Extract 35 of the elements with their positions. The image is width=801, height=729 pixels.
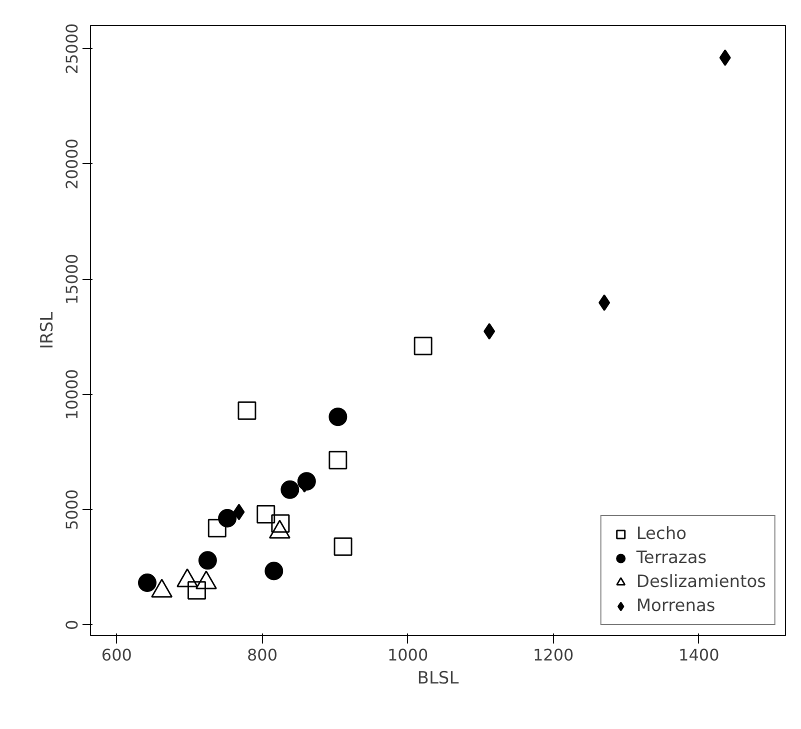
point — [233, 504, 245, 520]
point — [218, 508, 237, 528]
x-tick-label: 1200 — [532, 646, 574, 664]
x-tick-label: 600 — [101, 646, 132, 664]
legend-label: Terrazas — [636, 548, 707, 568]
x-tick-label: 800 — [246, 646, 278, 664]
point — [256, 505, 276, 524]
point — [598, 294, 610, 311]
legend-label: Lecho — [636, 524, 687, 544]
legend-label: Deslizamientos — [636, 572, 766, 592]
point — [334, 537, 352, 556]
y-tick-label: 15000 — [62, 254, 82, 305]
x-tick-label: 1400 — [678, 646, 720, 664]
y-tick-label: 5000 — [62, 489, 82, 530]
y-tick-label: 0 — [62, 620, 82, 630]
point — [328, 450, 348, 470]
y-axis-title: IRSL — [38, 311, 58, 350]
x-tick-label: 1000 — [387, 646, 428, 664]
point — [188, 581, 206, 600]
point — [280, 480, 300, 499]
point — [719, 49, 731, 66]
point — [264, 562, 284, 580]
legend-label: Morrenas — [636, 596, 716, 616]
point — [271, 514, 290, 533]
x-axis-title: BLSL — [417, 668, 460, 688]
point — [414, 336, 432, 356]
point — [198, 551, 217, 570]
point — [238, 401, 256, 420]
point — [138, 574, 157, 592]
y-tick-label: 25000 — [62, 23, 82, 74]
y-tick-label: 10000 — [62, 369, 82, 420]
point — [208, 518, 226, 538]
y-tick-label: 20000 — [62, 138, 82, 190]
point — [484, 323, 496, 340]
point — [328, 408, 348, 426]
